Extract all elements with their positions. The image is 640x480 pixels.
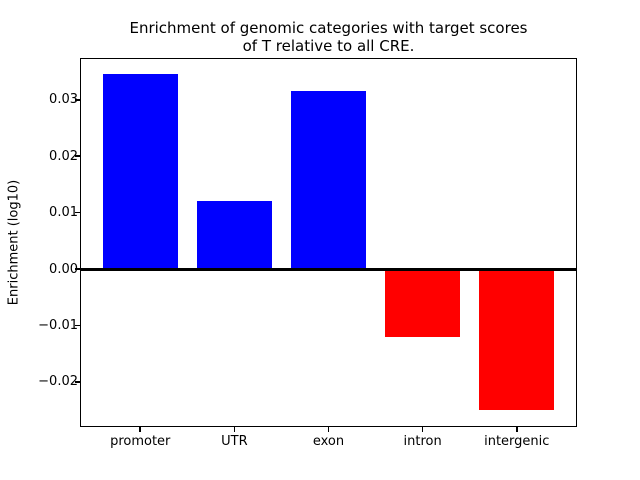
x-tick-label-exon: exon (312, 434, 345, 449)
x-tick-mark (327, 427, 330, 432)
bar-intron (384, 269, 461, 337)
x-tick-mark (233, 427, 236, 432)
y-tick-mark (75, 99, 80, 101)
bar-UTR (196, 201, 273, 269)
y-tick-label: −0.02 (38, 374, 78, 390)
x-tick-label-UTR: UTR (221, 434, 248, 449)
chart-title-line-2: of T relative to all CRE. (242, 37, 415, 55)
y-tick-mark (75, 155, 80, 157)
y-tick-mark (75, 381, 80, 383)
bar-exon (290, 91, 367, 269)
y-tick-mark (75, 211, 80, 214)
y-tick-label: −0.01 (38, 317, 78, 333)
bar-promoter (102, 74, 178, 269)
x-tick-mark (516, 427, 518, 432)
x-tick-mark (421, 427, 424, 432)
zero-line (80, 267, 577, 271)
x-tick-label-promoter: promoter (110, 434, 171, 449)
y-tick-label: 0.02 (49, 148, 78, 164)
chart-title-line-1: Enrichment of genomic categories with ta… (129, 19, 528, 37)
x-tick-label-intron: intron (403, 434, 442, 449)
y-tick-mark (75, 324, 80, 327)
y-tick-label: 0.01 (49, 205, 78, 221)
y-tick-mark (75, 268, 80, 270)
y-tick-label: 0.00 (49, 261, 78, 277)
chart-title: Enrichment of genomic categories with ta… (80, 19, 577, 55)
y-axis-label: Enrichment (log10) (6, 179, 22, 306)
y-tick-label: 0.03 (49, 92, 78, 108)
x-tick-label-intergenic: intergenic (484, 434, 550, 449)
bar-intergenic (479, 269, 555, 411)
x-tick-mark (139, 427, 141, 432)
